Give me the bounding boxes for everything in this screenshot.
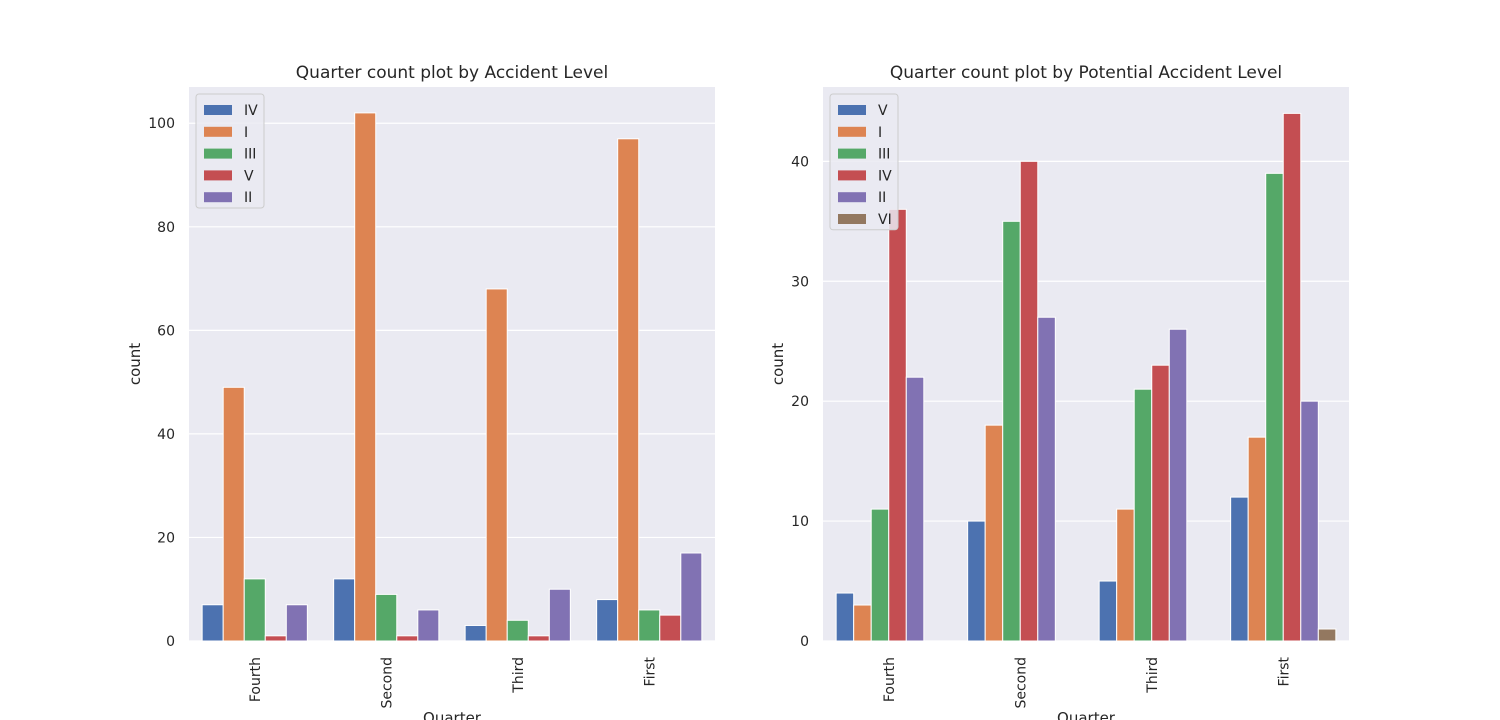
bar-II-First — [1300, 400, 1319, 642]
bar-IV-Third — [1151, 364, 1170, 642]
bar-III-Third — [1133, 388, 1153, 642]
y-axis-label: count — [769, 343, 787, 385]
y-tick-label: 80 — [157, 220, 175, 236]
y-tick-label: 100 — [148, 116, 175, 132]
y-tick-label: 0 — [166, 634, 175, 650]
x-axis-label: Quarter — [423, 709, 482, 720]
y-tick-label: 30 — [791, 274, 809, 290]
bar-I-Third — [485, 288, 508, 642]
bar-I-Fourth — [853, 604, 872, 642]
legend-label: II — [878, 190, 886, 206]
y-tick-label: 10 — [791, 514, 809, 530]
bar-V-Second — [967, 520, 986, 642]
bar-III-Fourth — [243, 578, 266, 642]
bar-III-Second — [375, 593, 398, 642]
bar-III-Second — [1002, 220, 1021, 642]
y-tick-label: 20 — [157, 530, 175, 546]
legend-swatch — [204, 192, 232, 203]
x-tick-label: First — [1276, 656, 1292, 686]
bar-VI-First — [1317, 628, 1337, 642]
bar-I-Second — [984, 424, 1004, 642]
chart-potential-accident-level: Quarter count plot by Potential Accident… — [769, 63, 1349, 720]
chart-title: Quarter count plot by Accident Level — [296, 63, 608, 83]
legend-label: III — [878, 147, 890, 163]
y-tick-label: 0 — [800, 634, 809, 650]
legend-label: I — [244, 125, 248, 141]
legend-label: V — [878, 103, 888, 119]
legend-swatch — [838, 148, 866, 159]
legend-swatch — [838, 170, 866, 181]
bar-IV-Third — [464, 624, 487, 642]
bar-I-Third — [1116, 508, 1135, 642]
bar-V-First — [1230, 496, 1249, 642]
x-tick-label: Second — [379, 657, 395, 709]
y-tick-label: 60 — [157, 323, 175, 339]
x-tick-label: Second — [1013, 657, 1029, 709]
legend-swatch — [838, 126, 866, 137]
bar-I-Second — [354, 112, 377, 642]
bar-II-Third — [1168, 328, 1188, 642]
bar-III-Fourth — [870, 508, 890, 642]
x-tick-label: Third — [511, 657, 527, 694]
legend-label: II — [244, 190, 252, 206]
x-tick-label: Third — [1145, 657, 1161, 694]
legend-swatch — [204, 126, 232, 137]
bar-V-Second — [396, 635, 419, 642]
bar-V-Third — [527, 635, 550, 642]
x-axis-label: Quarter — [1057, 709, 1116, 720]
y-axis-label: count — [126, 343, 144, 385]
x-tick-label: Fourth — [882, 657, 898, 702]
bar-V-Fourth — [835, 592, 855, 642]
bar-II-Fourth — [905, 376, 925, 642]
chart-title: Quarter count plot by Potential Accident… — [890, 63, 1282, 83]
bar-II-First — [680, 552, 703, 642]
legend-swatch — [838, 214, 866, 224]
bar-IV-Second — [1019, 160, 1039, 642]
y-tick-label: 20 — [791, 394, 809, 410]
legend-swatch — [204, 148, 232, 159]
bar-II-Second — [1037, 316, 1056, 642]
bar-III-First — [1265, 172, 1284, 642]
x-tick-label: First — [642, 656, 658, 686]
legend-label: IV — [244, 103, 258, 119]
legend-swatch — [838, 105, 866, 115]
legend-label: III — [244, 147, 256, 163]
bar-III-First — [638, 609, 661, 642]
legend-label: IV — [878, 168, 892, 184]
legend-label: VI — [878, 212, 892, 228]
bar-II-Third — [548, 588, 571, 642]
bar-V-First — [659, 614, 682, 642]
legend-swatch — [204, 170, 232, 181]
legend-swatch — [204, 105, 232, 115]
bar-IV-Fourth — [888, 208, 907, 642]
bar-II-Second — [417, 609, 440, 642]
y-tick-label: 40 — [791, 154, 809, 170]
bar-IV-Second — [333, 578, 356, 642]
bar-IV-First — [596, 599, 619, 642]
bar-III-Third — [506, 619, 529, 642]
bar-II-Fourth — [285, 604, 308, 642]
legend-swatch — [838, 192, 866, 203]
bar-IV-Fourth — [201, 604, 224, 642]
bar-I-Fourth — [222, 386, 245, 642]
bar-I-First — [617, 138, 640, 642]
bar-V-Fourth — [264, 635, 287, 642]
bar-I-First — [1247, 436, 1267, 642]
bar-V-Third — [1098, 580, 1118, 642]
legend-label: I — [878, 125, 882, 141]
bar-IV-First — [1282, 112, 1302, 642]
x-tick-label: Fourth — [248, 657, 264, 702]
legend-label: V — [244, 168, 254, 184]
chart-accident-level: Quarter count plot by Accident Level Qua… — [126, 63, 715, 720]
y-tick-label: 40 — [157, 427, 175, 443]
